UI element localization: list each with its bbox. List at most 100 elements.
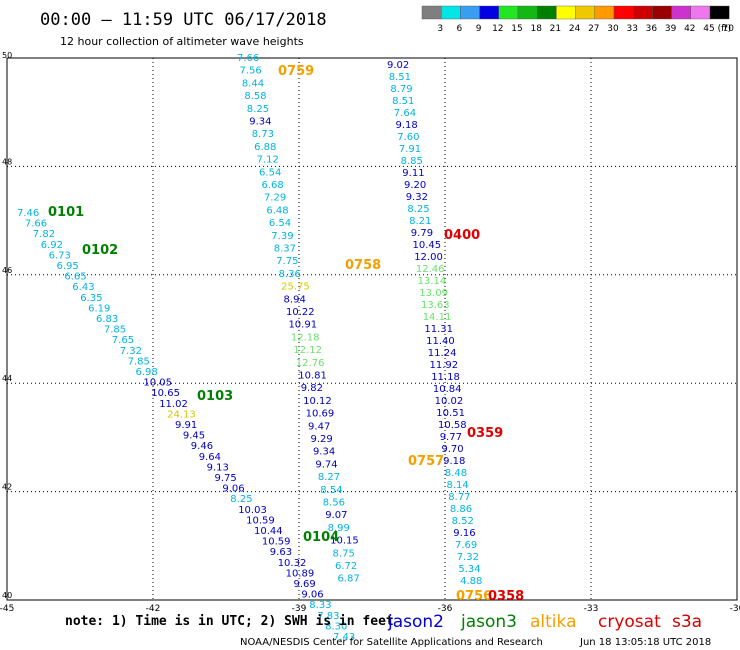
wave-height-value: 10.05 xyxy=(143,378,172,389)
wave-height-value: 10.59 xyxy=(246,515,275,526)
legend-tick-label: 15 xyxy=(511,24,522,34)
wave-height-value: 5.34 xyxy=(458,564,480,575)
wave-height-value: 8.14 xyxy=(447,480,469,491)
pass-time-label: 0102 xyxy=(82,243,118,258)
longitude-tick-label: -36 xyxy=(438,604,453,614)
legend-swatch xyxy=(594,5,615,20)
legend-tick-label: 70 xyxy=(722,24,734,34)
longitude-tick-label: -39 xyxy=(292,604,307,614)
legend-swatch xyxy=(671,5,691,20)
wave-height-value: 7.69 xyxy=(455,540,477,551)
wave-height-value: 7.12 xyxy=(257,155,279,166)
wave-height-value: 10.32 xyxy=(278,558,307,569)
legend-swatch xyxy=(575,5,595,20)
wave-height-value: 10.15 xyxy=(330,536,359,547)
wave-height-value: 11.02 xyxy=(159,399,188,410)
wave-height-value: 8.94 xyxy=(284,294,306,305)
wave-height-value: 6.92 xyxy=(41,240,63,251)
wave-height-value: 9.18 xyxy=(396,120,418,131)
legend-swatch xyxy=(537,5,557,20)
wave-height-value: 9.32 xyxy=(406,192,428,203)
wave-height-value: 9.29 xyxy=(311,434,333,445)
satellite-legend-cryosat: cryosat xyxy=(598,612,661,632)
wave-height-value: 8.73 xyxy=(252,129,274,140)
legend-swatch xyxy=(479,5,500,20)
wave-height-value: 10.02 xyxy=(435,396,464,407)
wave-height-value: 8.85 xyxy=(401,156,423,167)
wave-height-value: 6.73 xyxy=(49,250,71,261)
wave-height-value: 6.95 xyxy=(57,261,79,272)
wave-height-value: 6.43 xyxy=(72,282,94,293)
wave-height-value: 9.34 xyxy=(313,447,335,458)
wave-height-value: 9.79 xyxy=(411,228,433,239)
wave-height-value: 9.82 xyxy=(301,383,323,394)
wave-height-value: 9.06 xyxy=(301,590,323,601)
color-scale-legend: 3 6 9 12 15 18 21 24 27 30 33 36 39 42 45 70(ft) xyxy=(421,5,734,34)
timestamp-text: Jun 18 13:05:18 UTC 2018 xyxy=(579,637,711,648)
wave-height-value: 10.51 xyxy=(436,408,465,419)
pass-time-label: 0756 xyxy=(456,589,492,604)
pass-time-label: 0758 xyxy=(345,258,381,273)
map-title: 00:00 – 11:59 UTC 06/17/2018 xyxy=(40,10,327,30)
wave-height-value: 9.45 xyxy=(183,431,205,442)
wave-height-value: 8.36 xyxy=(279,269,301,280)
wave-height-value: 7.83 xyxy=(317,611,339,622)
longitude-tick-label: -30 xyxy=(730,604,740,614)
wave-height-value: 13.14 xyxy=(418,276,447,287)
wave-height-value: 12.76 xyxy=(296,358,325,369)
wave-height-value: 7.85 xyxy=(104,325,126,336)
longitude-tick-label: -33 xyxy=(584,604,599,614)
legend-swatch xyxy=(421,5,442,20)
wave-height-value: 10.89 xyxy=(286,568,315,579)
satellite-tracks: 7.467.667.826.926.736.956.656.436.356.19… xyxy=(17,53,482,643)
wave-height-value: 11.40 xyxy=(426,336,455,347)
wave-height-value: 12.46 xyxy=(416,264,445,275)
wave-height-value: 7.29 xyxy=(264,193,286,204)
wave-height-value: 8.30 xyxy=(325,621,347,632)
legend-tick-label: 6 xyxy=(457,24,463,34)
credit-text: NOAA/NESDIS Center for Satellite Applica… xyxy=(240,637,543,648)
latitude-tick-label: 44 xyxy=(2,374,12,383)
wave-height-value: 10.58 xyxy=(438,420,467,431)
wave-height-value: 9.64 xyxy=(199,452,221,463)
legend-tick-label: 12 xyxy=(492,24,503,34)
legend-swatch xyxy=(613,5,634,20)
legend-swatch xyxy=(709,5,730,20)
wave-height-value: 7.64 xyxy=(394,108,416,119)
wave-height-value: 7.43 xyxy=(333,632,355,643)
pass-time-label: 0104 xyxy=(303,530,339,545)
wave-height-value: 9.91 xyxy=(175,420,197,431)
legend-swatch xyxy=(517,5,538,20)
legend-tick-label: 18 xyxy=(530,24,542,34)
wave-height-value: 10.81 xyxy=(298,371,327,382)
wave-height-value: 6.83 xyxy=(96,314,118,325)
wave-height-value: 10.91 xyxy=(288,320,317,331)
wave-height-value: 10.65 xyxy=(151,388,180,399)
wave-height-value: 9.70 xyxy=(441,444,463,455)
map-frame xyxy=(6,57,738,601)
footer-note: note: 1) Time is in UTC; 2) SWH is in fe… xyxy=(65,614,394,629)
longitude-tick-labels: -45 -42 -39 -36 -33 -30 xyxy=(0,604,740,614)
wave-height-value: 25.75 xyxy=(281,282,310,293)
pass-time-labels: 0101 0102 0103 0104 0759 0758 0757 0756 0400 0359… xyxy=(48,64,524,604)
wave-height-value: 11.24 xyxy=(428,348,457,359)
wave-height-value: 6.19 xyxy=(88,303,110,314)
wave-height-value: 9.77 xyxy=(440,432,462,443)
legend-swatch xyxy=(460,5,480,20)
wave-height-value: 6.35 xyxy=(80,293,102,304)
wave-height-value: 10.44 xyxy=(254,526,283,537)
pass-time-label: 0359 xyxy=(467,426,503,441)
wave-height-value: 8.27 xyxy=(318,472,340,483)
wave-height-value: 6.48 xyxy=(266,205,288,216)
wave-height-value: 12.12 xyxy=(293,345,322,356)
wave-height-value: 7.56 xyxy=(239,66,261,77)
wave-height-value: 12.00 xyxy=(414,252,443,263)
satellite-legend: jason2 jason3 altika cryosat s3a xyxy=(387,612,702,632)
wave-height-value: 8.37 xyxy=(274,244,296,255)
wave-height-value: 7.32 xyxy=(120,346,142,357)
wave-height-value: 7.82 xyxy=(33,229,55,240)
wave-height-value: 8.99 xyxy=(328,523,350,534)
wave-height-value: 8.48 xyxy=(445,468,467,479)
legend-swatch xyxy=(441,5,461,20)
